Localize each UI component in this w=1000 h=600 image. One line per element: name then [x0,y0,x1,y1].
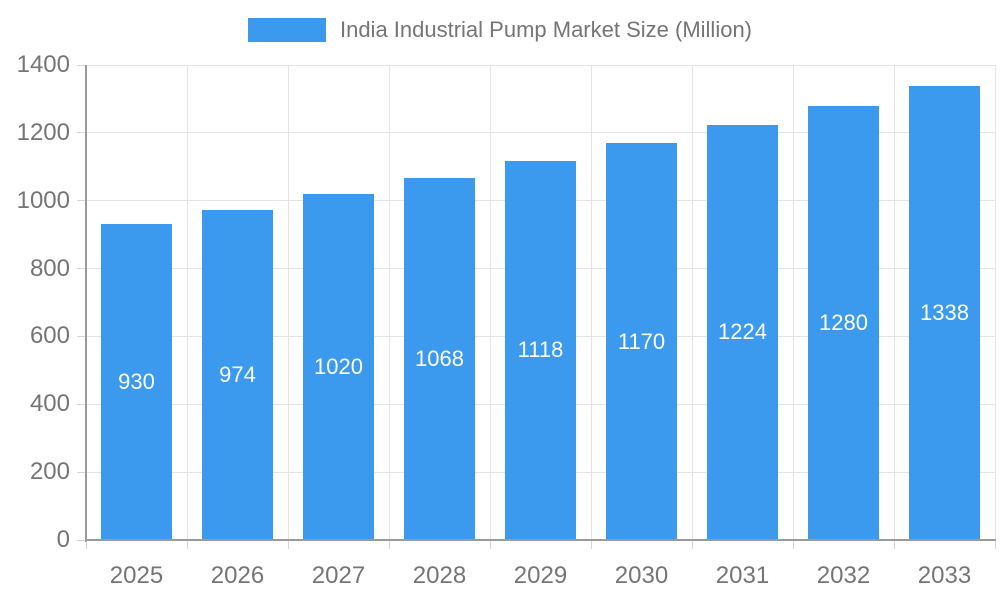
x-axis-tick-label: 2028 [412,562,467,589]
x-axis-tick [388,540,390,549]
bar[interactable] [909,86,980,540]
x-axis-tick-label: 2027 [311,562,366,589]
x-axis-tick [994,540,996,549]
bar[interactable] [505,160,576,540]
x-axis-tick [893,540,895,549]
y-gridline [86,132,995,134]
x-axis-tick [85,540,87,549]
x-axis-tick-label: 2031 [715,562,770,589]
x-axis-tick [590,540,592,549]
legend-label: India Industrial Pump Market Size (Milli… [339,17,753,42]
x-axis-line [85,539,996,541]
x-axis-tick [489,540,491,549]
legend-swatch [247,18,326,42]
bar[interactable] [303,193,374,540]
x-gridline [186,65,188,540]
y-axis-tick [77,403,86,405]
y-axis-tick [77,132,86,134]
bar[interactable] [707,124,778,540]
x-gridline [691,65,693,540]
y-axis-tick-label: 800 [29,254,70,282]
y-axis-tick [77,64,86,66]
y-gridline [86,64,995,66]
x-axis-tick-label: 2032 [816,562,871,589]
x-axis-tick [691,540,693,549]
x-axis-tick [186,540,188,549]
y-axis-tick [77,539,86,541]
bar[interactable] [101,224,172,540]
y-axis-tick [77,268,86,270]
chart-legend[interactable]: India Industrial Pump Market Size (Milli… [0,15,1000,45]
x-gridline [893,65,895,540]
y-axis-tick-label: 400 [29,390,70,418]
x-axis-tick [792,540,794,549]
y-axis-tick-label: 1000 [16,186,70,214]
x-gridline [792,65,794,540]
x-axis-tick-label: 2025 [109,562,164,589]
x-gridline [489,65,491,540]
y-axis-tick [77,335,86,337]
x-axis-tick-label: 2030 [614,562,669,589]
y-axis-tick-label: 1200 [16,118,70,146]
x-axis-tick [287,540,289,549]
bar[interactable] [202,209,273,540]
x-axis-tick-label: 2026 [210,562,265,589]
y-axis-tick [77,471,86,473]
y-axis-tick [77,200,86,202]
x-gridline [388,65,390,540]
x-gridline [287,65,289,540]
y-axis-tick-label: 0 [56,526,70,553]
bar[interactable] [808,105,879,540]
bar[interactable] [606,143,677,540]
bar[interactable] [404,177,475,540]
y-axis-tick-label: 600 [29,322,70,350]
x-axis-tick-label: 2033 [917,562,972,589]
y-axis-tick-label: 1400 [16,51,70,78]
x-gridline [994,65,996,540]
x-gridline [590,65,592,540]
y-axis-line [85,65,87,542]
x-axis-tick-label: 2029 [513,562,568,589]
y-axis-tick-label: 200 [29,458,70,486]
